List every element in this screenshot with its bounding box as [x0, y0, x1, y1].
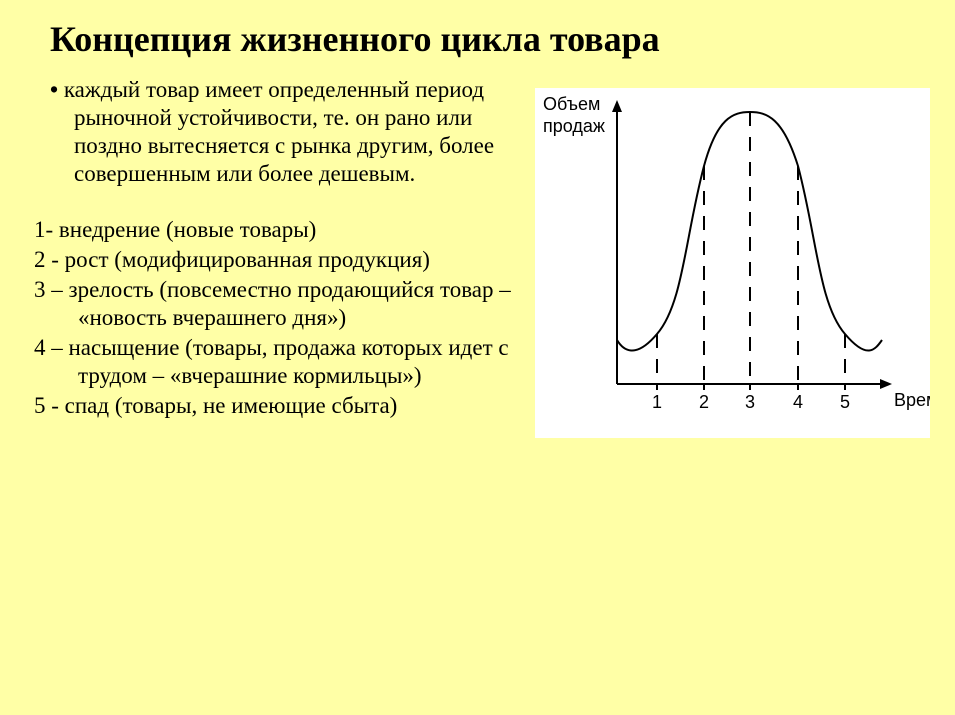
- chart-svg: Объемпродаж Время 1 2 3 4 5: [535, 88, 930, 438]
- svg-text:продаж: продаж: [543, 116, 605, 136]
- svg-text:2: 2: [699, 392, 709, 412]
- svg-text:Время: Время: [894, 390, 930, 410]
- lifecycle-chart: Объемпродаж Время 1 2 3 4 5: [535, 88, 930, 438]
- svg-text:3: 3: [745, 392, 755, 412]
- intro-bullet: каждый товар имеет определенный период р…: [74, 76, 525, 188]
- svg-text:1: 1: [652, 392, 662, 412]
- stage-3: 3 – зрелость (повсеместно продающийся то…: [34, 276, 525, 332]
- slide-title: Концепция жизненного цикла товара: [50, 18, 925, 60]
- intro-text: каждый товар имеет определенный период р…: [64, 77, 494, 186]
- stage-2: 2 - рост (модифицированная продукция): [34, 246, 525, 274]
- content-row: каждый товар имеет определенный период р…: [30, 76, 925, 438]
- stage-4: 4 – насыщение (товары, продажа которых и…: [34, 334, 525, 390]
- left-column: каждый товар имеет определенный период р…: [30, 76, 525, 438]
- stage-5: 5 - спад (товары, не имеющие сбыта): [34, 392, 525, 420]
- svg-text:Объем: Объем: [543, 94, 600, 114]
- svg-text:5: 5: [840, 392, 850, 412]
- right-column: Объемпродаж Время 1 2 3 4 5: [525, 76, 945, 438]
- stage-1: 1- внедрение (новые товары): [34, 216, 525, 244]
- svg-text:4: 4: [793, 392, 803, 412]
